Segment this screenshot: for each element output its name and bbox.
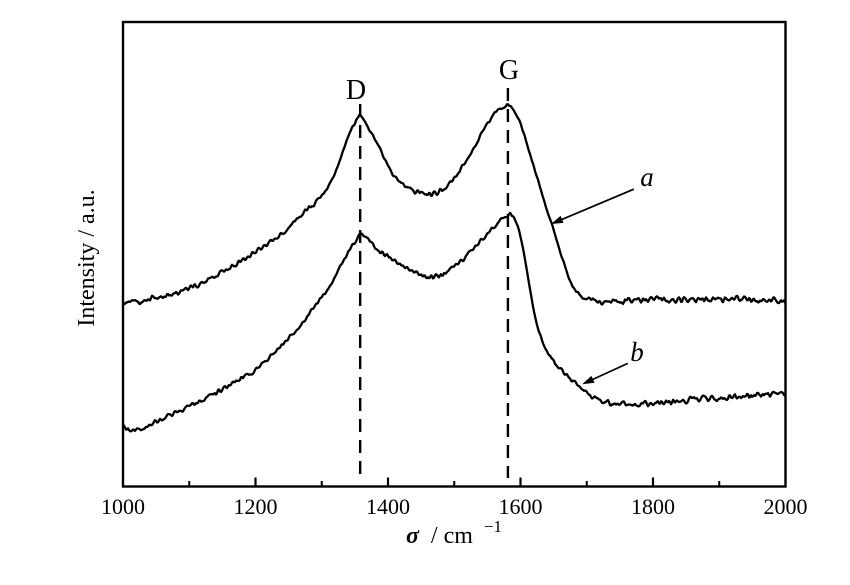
x-tick-labels: 1000 1200 1400 1600 1800 2000	[101, 494, 808, 519]
arrow-a	[550, 188, 635, 225]
curve-label-a: a	[640, 162, 654, 192]
y-axis-label: Intensity / a.u.	[74, 189, 100, 326]
annotation-arrows	[550, 188, 635, 385]
x-tick-label: 1200	[234, 494, 278, 519]
spectra-curves	[124, 103, 785, 433]
arrow-head-icon	[582, 375, 595, 385]
curve-b	[124, 211, 785, 433]
x-axis-superscript: −1	[484, 517, 502, 536]
x-axis-unit: / cm	[431, 523, 473, 549]
x-axis-label: σ / cm −1	[406, 517, 502, 549]
plot-border	[121, 20, 787, 488]
arrow-head-icon	[550, 215, 564, 225]
band-label-d: D	[346, 75, 366, 106]
x-tick-label: 1400	[366, 494, 410, 519]
dashed-band-lines	[358, 88, 510, 478]
x-tick-label: 2000	[764, 494, 808, 519]
arrow-line	[559, 188, 635, 221]
x-tick-label: 1600	[499, 494, 543, 519]
x-axis-symbol: σ	[406, 523, 420, 549]
curve-label-b: b	[630, 337, 644, 367]
x-ticks	[188, 477, 721, 487]
x-tick-label: 1800	[631, 494, 675, 519]
x-tick-label: 1000	[101, 494, 145, 519]
arrow-b	[582, 362, 629, 385]
arrow-line	[590, 362, 629, 381]
band-label-g: G	[499, 55, 519, 86]
curve-a	[124, 103, 785, 306]
